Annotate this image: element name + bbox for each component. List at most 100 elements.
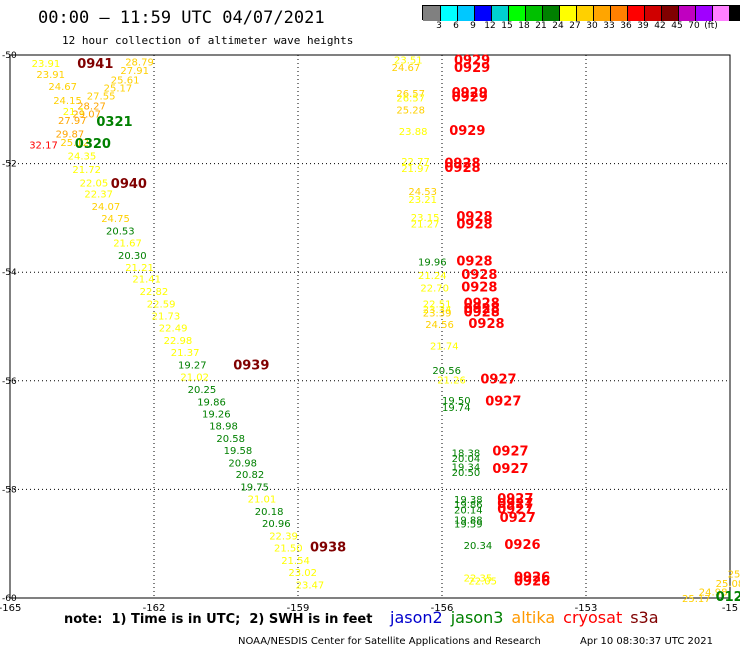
colorbar-swatch [525,6,542,21]
wave-height-label: 19.58 [224,446,253,457]
wave-height-label: 24.67 [392,63,421,74]
colorbar-label: 9 [470,21,476,31]
legend-altika: altika [511,608,556,627]
wave-height-label: 22.82 [140,287,169,298]
wave-height-label: 23.15 [411,213,440,224]
time-label: 0927 [497,492,533,507]
wave-height-label: 20.14 [454,505,483,516]
wave-height-label: 21.74 [430,342,459,353]
wave-height-label: 21.54 [281,556,310,567]
time-label: 0928 [461,280,497,295]
colorbar-swatch [440,6,457,21]
wave-height-label: 21.41 [132,275,161,286]
wave-height-label: 22.49 [159,324,188,335]
wave-height-label: 23.02 [288,568,317,579]
wave-height-label: 21.24 [418,271,447,282]
wave-height-label: 23.21 [408,195,437,206]
wave-height-label: 32.17 [29,141,58,152]
wave-height-label: 19.74 [442,403,471,414]
wave-height-label: 24.53 [408,187,437,198]
wave-height-label: 20.56 [432,366,461,377]
wave-height-label: 19.38 [454,495,483,506]
wave-height-label: 19.26 [202,409,231,420]
wave-height-label: 25.17 [104,84,133,95]
wave-height-label: 20.58 [216,434,245,445]
legend-cryosat: cryosat [563,608,623,627]
plot-border [9,54,731,599]
chart-title: 00:00 – 11:59 UTC 04/07/2021 [38,8,325,28]
wave-height-label: 24.56 [425,320,454,331]
wave-height-label: 20.30 [118,251,147,262]
wave-height-label: 20.04 [452,454,481,465]
wave-height-label: 21.97 [401,164,430,175]
wave-height-label: 29.87 [56,130,85,141]
wave-height-label: 24.15 [53,96,82,107]
wave-height-label: 22.70 [420,283,449,294]
chart-subtitle: 12 hour collection of altimeter wave hei… [62,34,354,47]
grid-lines [10,55,730,598]
colorbar-label: 42 [654,21,666,31]
time-label: 0124 [716,590,740,605]
colorbar-label: 30 [586,21,598,31]
time-label: 0927 [492,462,528,477]
time-label: 0928 [456,210,492,225]
wave-height-label: 20.96 [262,519,291,530]
wave-height-label: 20.53 [106,226,135,237]
time-label: 0321 [96,115,132,130]
colorbar-swatch [423,6,440,21]
time-label: 0939 [233,359,269,374]
legend-jason3: jason3 [450,608,504,627]
colorbar-swatch [712,6,729,21]
wave-height-label: 23.34 [423,305,452,316]
wave-height-label: 24.75 [101,214,130,225]
wave-height-label: 24.07 [92,202,121,213]
time-label: 0941 [77,57,113,72]
colorbar-label: 3 [436,21,442,31]
wave-height-label: 21.02 [180,372,209,383]
wave-height-label: 19.86 [197,397,226,408]
colorbar-swatch [678,6,695,21]
time-label: 0928 [464,297,500,312]
colorbar-swatch [593,6,610,21]
wave-height-label: 24.67 [48,82,77,93]
legend-jason2: jason2 [390,608,443,627]
colorbar-swatch [661,6,678,21]
time-label: 0927 [500,511,536,526]
x-tick-label: -15 [722,603,738,614]
colorbar-label: 39 [637,21,649,31]
colorbar-label: 27 [569,21,581,31]
x-tick-label: -156 [431,603,454,614]
time-label: 0928 [456,254,492,269]
time-label: 0926 [514,575,550,590]
plot-frame [9,54,731,599]
wave-height-label: 22.98 [164,336,193,347]
wave-height-label: 28.79 [125,58,154,69]
colorbar-swatch [542,6,559,21]
colorbar [422,5,740,21]
time-label: 0929 [449,124,485,139]
colorbar-label: (ft) [704,21,718,31]
time-label: 0929 [454,61,490,76]
wave-height-label: 23.91 [36,70,65,81]
y-tick-label: -58 [2,485,17,495]
colorbar-swatch [491,6,508,21]
time-label: 0928 [444,157,480,172]
footer-note: note: 1) Time is in UTC; 2) SWH is in fe… [64,612,373,627]
time-label: 0928 [468,317,504,332]
time-label: 0927 [497,497,533,512]
wave-height-label: 24.98 [699,587,728,598]
colorbar-labels: 3 6 9 12 15 18 21 24 27 30 33 36 39 42 45 70 (ft) [422,21,732,33]
wave-height-label: 23.91 [32,59,61,70]
colorbar-swatch [457,6,474,21]
wave-height-label: 22.77 [401,157,430,168]
wave-height-label: 22.39 [269,532,298,543]
wave-height-label: 25.08 [716,579,740,590]
wave-height-label: 27.91 [120,66,149,77]
wave-height-label: 24.35 [68,151,97,162]
wave-height-label: 26.57 [396,93,425,104]
time-label: 0928 [456,217,492,232]
colorbar-swatch [559,6,576,21]
colorbar-swatch [627,6,644,21]
wave-height-label: 19.50 [442,396,471,407]
